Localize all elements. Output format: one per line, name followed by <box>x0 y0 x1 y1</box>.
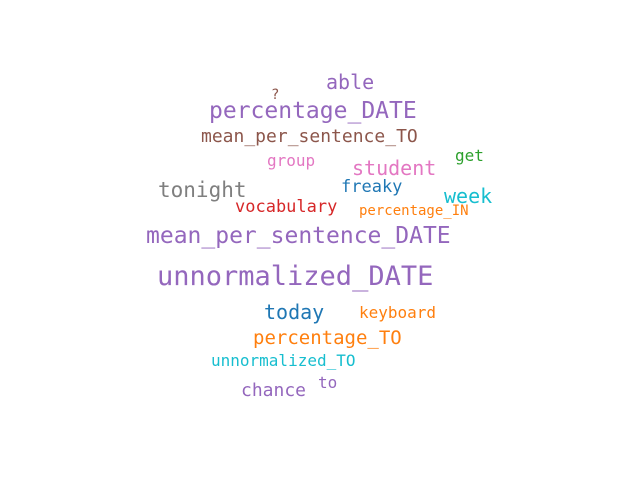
word-student: student <box>352 156 437 180</box>
word-vocabulary: vocabulary <box>235 197 338 217</box>
word-get: get <box>455 146 484 165</box>
word-chance: chance <box>241 380 307 401</box>
word-today: today <box>264 300 325 324</box>
word-unnormalized-to: unnormalized_TO <box>211 351 356 370</box>
word-group: group <box>267 151 316 170</box>
word-percentage-in: percentage_IN <box>359 203 469 219</box>
word-week: week <box>444 184 493 208</box>
word-able: able <box>326 70 375 94</box>
word-freaky: freaky <box>341 177 403 197</box>
word-to: to <box>318 373 338 392</box>
word-mean-per-sentence-to: mean_per_sentence_TO <box>201 126 418 147</box>
word-mean-per-sentence-date: mean_per_sentence_DATE <box>146 223 451 249</box>
word-percentage-to: percentage_TO <box>253 327 402 349</box>
word-unnormalized-date: unnormalized_DATE <box>157 261 434 292</box>
word-percentage-date: percentage_DATE <box>209 98 417 124</box>
word-keyboard: keyboard <box>359 303 437 322</box>
word-question-mark: ? <box>271 87 280 103</box>
word-tonight: tonight <box>158 178 247 202</box>
